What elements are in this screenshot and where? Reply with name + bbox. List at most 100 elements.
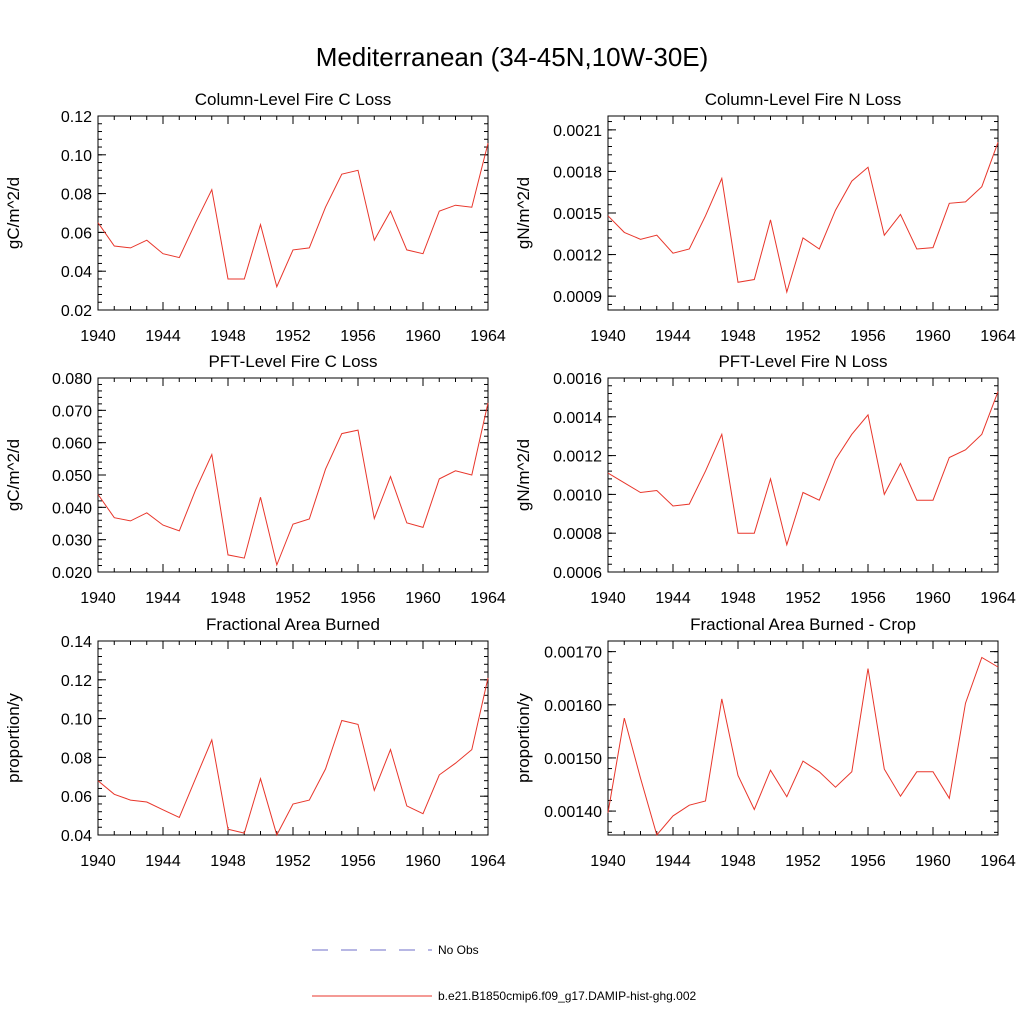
x-tick-label: 1940 [80, 590, 116, 607]
y-tick-label: 0.00150 [544, 751, 602, 768]
y-tick-label: 0.12 [61, 673, 92, 690]
y-tick-label: 0.02 [61, 303, 92, 320]
panel-2: 1940 1944 1948 1952 1956 1960 1964 0.0009 0.0012… [514, 90, 1016, 345]
y-tick-label: 0.0015 [553, 206, 602, 223]
x-tick-label: 1964 [470, 328, 506, 345]
y-axis-label: gC/m^2/d [4, 439, 23, 511]
series-line [607, 391, 999, 547]
x-tick-label: 1952 [275, 853, 311, 870]
x-tick-label: 1960 [915, 328, 951, 345]
x-tick-label: 1952 [275, 328, 311, 345]
x-tick-label: 1940 [590, 590, 626, 607]
panel-title: PFT-Level Fire N Loss [718, 352, 887, 371]
panel-1: 1940 1944 1948 1952 1956 1960 1964 0.02 0.04 0.06… [4, 90, 506, 345]
x-tick-label: 1960 [915, 590, 951, 607]
x-tick-label: 1944 [145, 853, 181, 870]
x-tick-label: 1964 [980, 853, 1016, 870]
x-tick-label: 1960 [405, 853, 441, 870]
series-line [607, 656, 999, 837]
x-tick-label: 1952 [785, 853, 821, 870]
legend-label-no-obs: No Obs [438, 943, 479, 957]
x-tick-label: 1940 [590, 853, 626, 870]
x-tick-label: 1940 [590, 328, 626, 345]
y-tick-label: 0.0016 [553, 371, 602, 388]
y-tick-label: 0.04 [61, 828, 92, 845]
y-tick-label: 0.0018 [553, 164, 602, 181]
y-tick-label: 0.08 [61, 187, 92, 204]
y-tick-label: 0.00140 [544, 804, 602, 821]
legend-label-run: b.e21.B1850cmip6.f09_g17.DAMIP-hist-ghg.… [438, 989, 696, 1003]
panel-3: 1940 1944 1948 1952 1956 1960 1964 0.020 0.030 0.… [4, 352, 506, 607]
y-tick-label: 0.08 [61, 750, 92, 767]
panel-title: Fractional Area Burned [206, 615, 380, 634]
x-tick-label: 1956 [850, 328, 886, 345]
x-tick-label: 1940 [80, 328, 116, 345]
panel-title: PFT-Level Fire C Loss [208, 352, 377, 371]
panel-title: Column-Level Fire N Loss [705, 90, 902, 109]
y-tick-label: 0.0021 [553, 123, 602, 140]
x-tick-label: 1948 [720, 853, 756, 870]
x-tick-label: 1964 [980, 590, 1016, 607]
x-tick-label: 1964 [980, 328, 1016, 345]
series-line [97, 402, 489, 567]
y-tick-label: 0.06 [61, 789, 92, 806]
y-tick-label: 0.00160 [544, 698, 602, 715]
x-tick-label: 1948 [720, 328, 756, 345]
y-tick-label: 0.020 [52, 565, 92, 582]
x-tick-label: 1948 [720, 590, 756, 607]
series-line [607, 142, 999, 294]
x-tick-label: 1960 [405, 328, 441, 345]
x-tick-label: 1948 [210, 328, 246, 345]
y-tick-label: 0.040 [52, 500, 92, 517]
y-tick-label: 0.10 [61, 148, 92, 165]
y-tick-label: 0.050 [52, 468, 92, 485]
y-tick-label: 0.0009 [553, 289, 602, 306]
series-line [97, 677, 489, 837]
y-tick-label: 0.00170 [544, 645, 602, 662]
y-tick-label: 0.0012 [553, 248, 602, 265]
y-tick-label: 0.04 [61, 264, 92, 281]
panel-title: Column-Level Fire C Loss [195, 90, 392, 109]
x-tick-label: 1948 [210, 590, 246, 607]
y-axis-label: proportion/y [514, 693, 533, 783]
x-tick-label: 1940 [80, 853, 116, 870]
x-tick-label: 1952 [785, 590, 821, 607]
x-tick-label: 1956 [850, 853, 886, 870]
x-tick-label: 1944 [145, 328, 181, 345]
x-tick-label: 1956 [340, 328, 376, 345]
y-tick-label: 0.0012 [553, 449, 602, 466]
x-tick-label: 1944 [655, 590, 691, 607]
y-tick-label: 0.12 [61, 109, 92, 126]
panel-5: 1940 1944 1948 1952 1956 1960 1964 0.04 0.06 0.08… [4, 615, 506, 870]
panel-4: 1940 1944 1948 1952 1956 1960 1964 0.0006 0.0008… [514, 352, 1016, 607]
x-tick-label: 1944 [655, 853, 691, 870]
y-tick-label: 0.14 [61, 634, 92, 651]
x-tick-label: 1964 [470, 590, 506, 607]
y-axis-label: gN/m^2/d [514, 439, 533, 511]
x-tick-label: 1956 [850, 590, 886, 607]
figure-title: Mediterranean (34-45N,10W-30E) [316, 42, 709, 72]
y-tick-label: 0.0010 [553, 487, 602, 504]
y-tick-label: 0.030 [52, 533, 92, 550]
panel-6: 1940 1944 1948 1952 1956 1960 1964 0.00140 0.001… [514, 615, 1016, 870]
y-tick-label: 0.0014 [553, 410, 602, 427]
x-tick-label: 1956 [340, 853, 376, 870]
y-tick-label: 0.060 [52, 436, 92, 453]
x-tick-label: 1960 [915, 853, 951, 870]
y-tick-label: 0.0008 [553, 526, 602, 543]
x-tick-label: 1948 [210, 853, 246, 870]
y-tick-label: 0.080 [52, 371, 92, 388]
panel-title: Fractional Area Burned - Crop [690, 615, 916, 634]
x-tick-label: 1944 [145, 590, 181, 607]
series-line [97, 143, 489, 289]
y-axis-label: gN/m^2/d [514, 177, 533, 249]
x-tick-label: 1952 [275, 590, 311, 607]
y-tick-label: 0.06 [61, 225, 92, 242]
x-tick-label: 1960 [405, 590, 441, 607]
y-tick-label: 0.0006 [553, 565, 602, 582]
x-tick-label: 1944 [655, 328, 691, 345]
x-tick-label: 1952 [785, 328, 821, 345]
y-axis-label: proportion/y [4, 693, 23, 783]
y-tick-label: 0.10 [61, 712, 92, 729]
